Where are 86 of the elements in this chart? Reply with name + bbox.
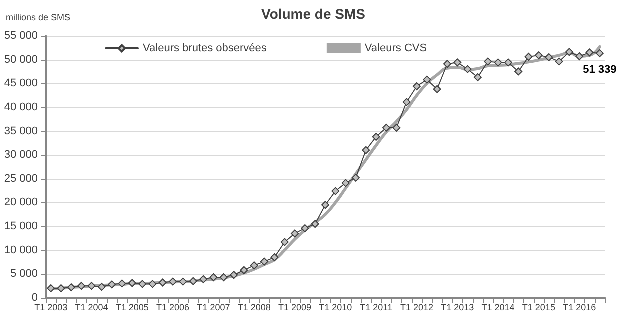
point <box>47 284 56 292</box>
point <box>240 266 248 274</box>
point <box>392 124 401 132</box>
y-tick-label: 25 000 <box>4 172 38 185</box>
point <box>342 179 350 188</box>
y-tick-label: 40 000 <box>4 101 38 114</box>
point <box>98 283 106 292</box>
point <box>301 224 310 232</box>
chart-title: Volume de SMS <box>262 6 366 22</box>
x-tick-label: T1 2015 <box>522 302 556 312</box>
y-tick-label: 10 000 <box>4 244 38 256</box>
point <box>464 65 472 74</box>
point <box>332 187 340 196</box>
point <box>443 60 452 68</box>
point <box>311 220 320 228</box>
point <box>210 274 218 282</box>
x-tick-label: T1 2010 <box>319 302 352 312</box>
x-tick-label: T1 2016 <box>563 302 596 312</box>
point <box>362 146 370 154</box>
point <box>67 284 76 292</box>
point <box>118 280 126 288</box>
point <box>576 52 584 60</box>
x-tick-label: T1 2011 <box>360 302 392 312</box>
y-tick-label: 0 <box>32 292 38 304</box>
y-tick-label: 5 000 <box>10 268 38 280</box>
point <box>433 85 442 94</box>
point <box>291 230 300 238</box>
point <box>412 82 421 90</box>
y-tick-label: 15 000 <box>4 220 38 233</box>
point <box>250 262 258 270</box>
y-tick-label: 50 000 <box>4 54 38 66</box>
x-tick-label: T1 2003 <box>34 302 68 312</box>
point <box>260 258 269 266</box>
x-tick-label: T1 2005 <box>116 302 149 312</box>
point <box>524 52 533 61</box>
point <box>169 278 178 286</box>
point <box>179 278 188 286</box>
point <box>596 49 604 58</box>
y-tick-label: 35 000 <box>4 125 38 138</box>
point <box>57 284 66 292</box>
x-tick-label: T1 2004 <box>75 302 108 312</box>
x-tick-label: T1 2007 <box>197 302 230 312</box>
y-tick-label: 20 000 <box>4 196 38 209</box>
point <box>78 282 86 290</box>
point <box>88 282 96 290</box>
point <box>270 254 279 262</box>
y-tick-label: 45 000 <box>4 78 38 90</box>
point <box>382 124 390 132</box>
point <box>352 174 360 182</box>
legend-label: Valeurs brutes observées <box>143 42 268 54</box>
point <box>402 98 411 106</box>
x-tick-label: T1 2008 <box>238 302 271 312</box>
y-axis-title: millions de SMS <box>6 12 71 22</box>
point <box>220 274 228 282</box>
point <box>230 271 238 280</box>
y-tick-label: 55 000 <box>4 30 38 42</box>
point <box>545 53 554 62</box>
x-tick-label: T1 2014 <box>482 302 515 312</box>
legend-label: Valeurs CVS <box>364 42 428 54</box>
point <box>423 76 432 84</box>
x-tick-label: T1 2013 <box>441 302 474 312</box>
point <box>504 58 512 67</box>
x-tick-label: T1 2009 <box>278 302 312 312</box>
x-tick-label: T1 2006 <box>156 302 190 312</box>
point <box>148 280 157 288</box>
point <box>322 201 330 210</box>
point <box>555 58 564 66</box>
point <box>494 58 502 67</box>
point <box>189 277 198 286</box>
point <box>565 48 574 56</box>
point <box>200 275 208 284</box>
point <box>534 52 543 60</box>
point <box>474 73 482 82</box>
point <box>454 58 462 67</box>
y-tick-label: 30 000 <box>4 149 38 162</box>
point <box>138 280 147 288</box>
point <box>108 280 116 289</box>
point <box>158 278 167 287</box>
point <box>372 132 380 141</box>
x-tick-label: T1 2012 <box>400 302 434 312</box>
data-label: 51 339 <box>583 64 617 76</box>
point <box>128 279 136 288</box>
point <box>514 68 523 76</box>
point <box>586 48 594 57</box>
point <box>484 58 492 66</box>
point <box>280 238 289 246</box>
